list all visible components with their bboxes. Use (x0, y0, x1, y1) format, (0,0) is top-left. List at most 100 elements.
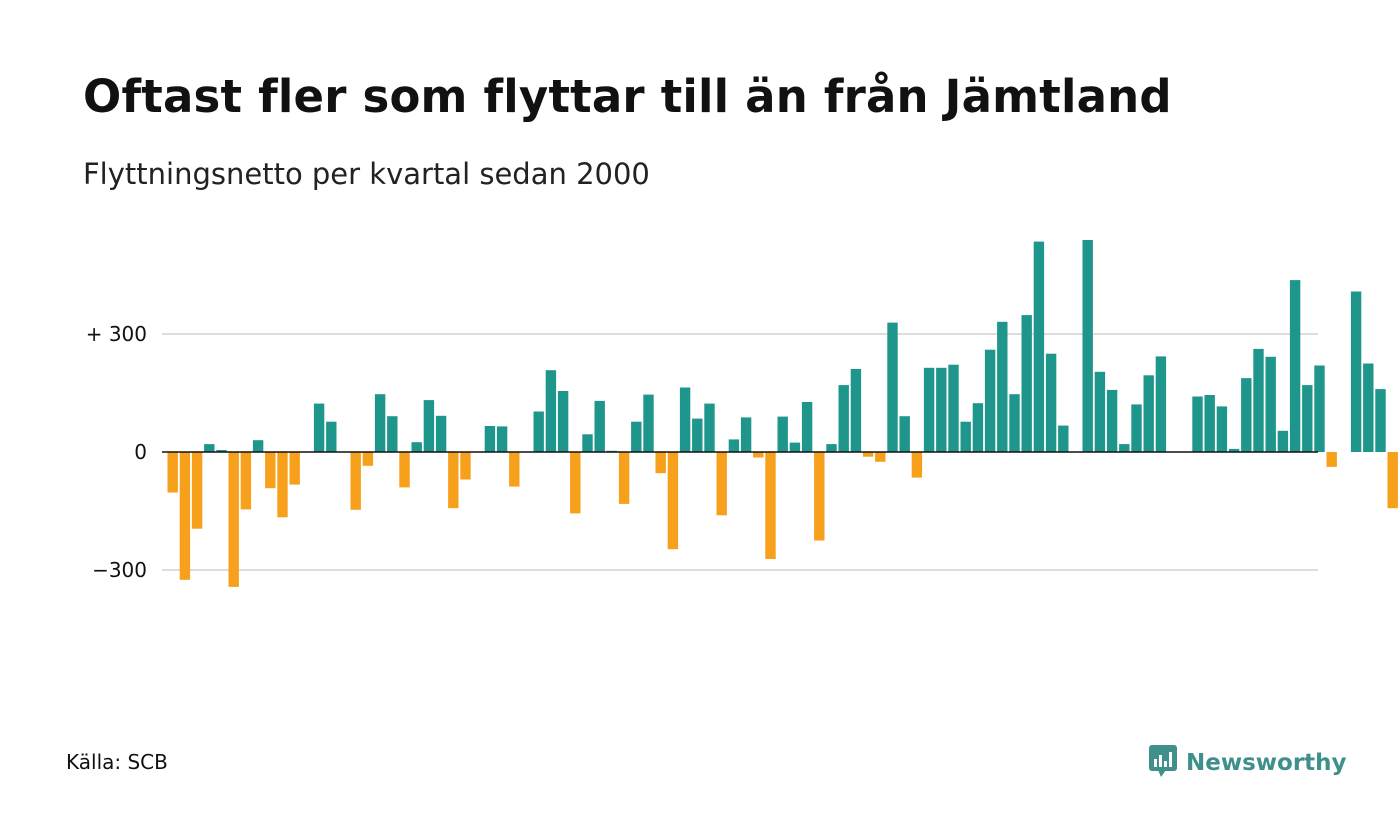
bar (777, 416, 788, 452)
bar (509, 452, 520, 487)
bar (716, 452, 727, 516)
bar (997, 321, 1008, 452)
bar (692, 418, 703, 452)
bar (1058, 425, 1069, 452)
bar (1094, 371, 1106, 452)
bar (252, 440, 264, 452)
bar (728, 439, 740, 452)
bar (1350, 291, 1362, 452)
bar (887, 322, 898, 452)
bar (350, 452, 361, 510)
bar (594, 400, 605, 452)
bar (1204, 395, 1215, 452)
bar (289, 452, 300, 485)
gridlines (162, 333, 1318, 571)
bar (740, 417, 752, 452)
bar (545, 370, 557, 452)
bar (1241, 378, 1252, 452)
bars (167, 240, 1398, 587)
bar (582, 434, 593, 452)
bar (1326, 452, 1337, 467)
brand-name: Newsworthy (1186, 750, 1347, 776)
bar (618, 452, 630, 504)
bar (1131, 404, 1142, 452)
bar (801, 402, 813, 452)
bar (557, 391, 569, 452)
bar (704, 403, 715, 452)
bar (984, 349, 996, 452)
bar (1106, 389, 1118, 452)
bar (228, 452, 239, 587)
bar (411, 442, 422, 452)
bar (570, 452, 581, 514)
bar (240, 452, 252, 510)
bar (972, 403, 984, 452)
bar (936, 367, 947, 452)
bar (1363, 363, 1374, 452)
bar (460, 452, 471, 480)
axes: + 300 0 −300 2000 2005 2010 2015 2020 (86, 322, 1318, 700)
bar (265, 452, 276, 489)
bar (362, 452, 374, 466)
bar (216, 450, 227, 452)
bar (167, 452, 178, 493)
bar (204, 444, 215, 452)
source-note: Källa: SCB (66, 750, 168, 774)
bar (911, 452, 923, 478)
bar (838, 385, 849, 452)
bar (179, 452, 191, 580)
bar (448, 452, 459, 509)
bar (1143, 375, 1154, 452)
y-tick-label: −300 (92, 558, 147, 582)
bar (1216, 406, 1228, 452)
bar (374, 394, 386, 452)
bar (1082, 240, 1093, 452)
bar (875, 452, 886, 462)
bar (1033, 241, 1045, 452)
bar (1045, 353, 1057, 452)
bar (631, 421, 642, 452)
x-tick-label: 2015 (871, 699, 924, 700)
bar (313, 403, 325, 452)
bar (765, 452, 776, 559)
bar (1021, 315, 1032, 452)
bar (643, 394, 654, 452)
chart-subtitle: Flyttningsnetto per kvartal sedan 2000 (83, 157, 650, 191)
bar (423, 400, 435, 452)
x-tick-label: 2010 (627, 699, 680, 700)
bar-chart: + 300 0 −300 2000 2005 2010 2015 2020 (86, 240, 1398, 700)
bar (399, 452, 410, 488)
bar (1277, 430, 1289, 452)
x-tick-label: 2000 (139, 699, 192, 700)
y-tick-label: 0 (134, 440, 147, 464)
bar (948, 364, 959, 452)
bar (814, 452, 825, 541)
bar (533, 411, 544, 452)
bar (850, 369, 862, 452)
bar (1289, 280, 1301, 452)
bar (1009, 394, 1020, 452)
bar (435, 415, 447, 452)
bar (484, 426, 496, 452)
bar (789, 442, 801, 452)
brand[interactable]: Newsworthy (1148, 744, 1347, 782)
bar (862, 452, 874, 457)
bar (1302, 385, 1313, 452)
bar (960, 421, 971, 452)
bar (1387, 452, 1398, 509)
bar (826, 444, 837, 452)
newsworthy-logo-icon (1148, 744, 1178, 782)
bar (1119, 444, 1130, 452)
bar (191, 452, 203, 529)
bar (496, 426, 508, 452)
bar (667, 452, 679, 550)
bar (1192, 396, 1203, 452)
bar (1228, 448, 1240, 452)
x-tick-label: 2020 (1115, 699, 1168, 700)
bar (326, 421, 337, 452)
bar (1375, 389, 1386, 452)
bar (679, 387, 691, 452)
bar (899, 416, 910, 452)
bar (655, 452, 666, 474)
bar (923, 367, 935, 452)
